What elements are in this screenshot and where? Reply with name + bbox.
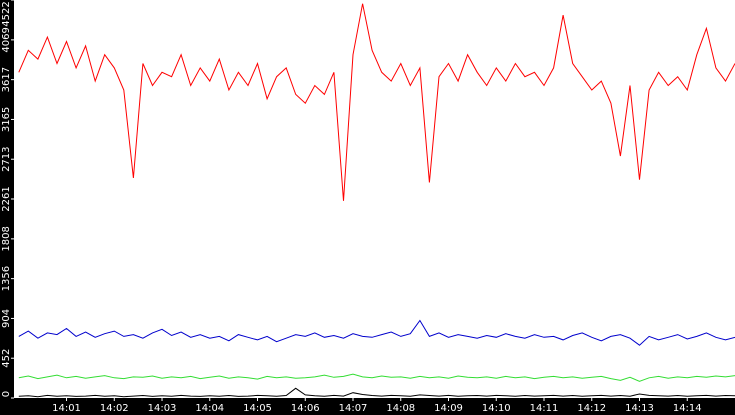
x-tick-label: 14:12 [577, 403, 606, 414]
y-tick-label: 452 [1, 349, 12, 368]
x-tick-label: 14:11 [530, 403, 559, 414]
y-tick-label: 904 [1, 309, 12, 328]
x-tick-label: 14:03 [148, 403, 177, 414]
y-tick-label: 3617 [1, 67, 12, 92]
x-tick-label: 14:07 [339, 403, 368, 414]
x-tick-label: 14:13 [625, 403, 654, 414]
y-tick-label: 4069 [1, 27, 12, 52]
series-line [18, 373, 735, 382]
y-axis-strip [0, 0, 14, 415]
series-line [18, 319, 735, 346]
x-tick-label: 14:14 [673, 403, 702, 414]
y-tick-label: 0 [1, 391, 12, 397]
series-line [18, 387, 735, 398]
x-axis-strip [0, 398, 735, 415]
y-tick-label: 4522 [1, 1, 12, 26]
x-tick-label: 14:04 [195, 403, 224, 414]
series-line [18, 3, 735, 201]
y-tick-label: 2713 [1, 146, 12, 171]
x-tick-label: 14:01 [52, 403, 81, 414]
x-tick-label: 14:09 [434, 403, 463, 414]
x-tick-label: 14:05 [243, 403, 272, 414]
x-tick-label: 14:08 [386, 403, 415, 414]
x-tick-label: 14:02 [100, 403, 129, 414]
x-tick-label: 14:10 [482, 403, 511, 414]
y-tick-label: 2261 [1, 186, 12, 211]
x-tick-label: 14:06 [291, 403, 320, 414]
y-tick-label: 3165 [1, 107, 12, 132]
y-tick-label: 1808 [1, 226, 12, 251]
y-tick-label: 1356 [1, 266, 12, 291]
